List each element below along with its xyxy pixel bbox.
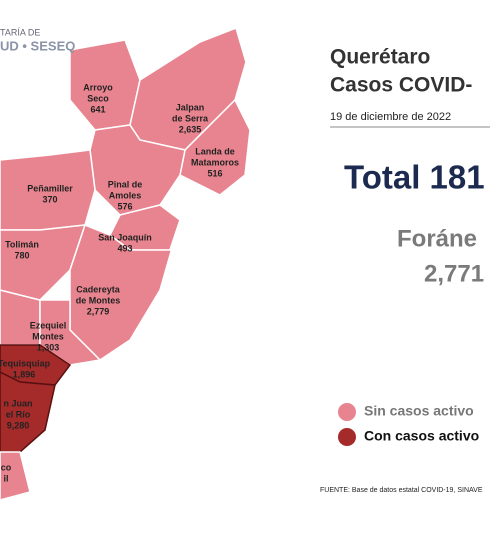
municipality-name: San Joaquín <box>98 232 152 242</box>
municipality-cases: 1,896 <box>13 369 36 379</box>
source: FUENTE: Base de datos estatal COVID-19, … <box>320 487 483 494</box>
total: Total 181 <box>344 159 485 196</box>
municipality-name: Tolimán <box>5 239 39 249</box>
municipality-name: il <box>3 473 8 483</box>
municipality-cases: 493 <box>117 243 132 253</box>
municipality-name: Peñamiller <box>27 183 73 193</box>
municipality-name: de Serra <box>172 113 209 123</box>
foraneos-value: 2,771 <box>424 260 484 287</box>
municipality-name: Tequisquiap <box>0 358 51 368</box>
municipality-name: Arroyo <box>83 82 113 92</box>
municipality-shape <box>69 219 181 361</box>
municipality-cases: 370 <box>42 194 57 204</box>
legend-label: Sin casos activo <box>364 403 474 419</box>
municipality-cases: 2,635 <box>179 124 202 134</box>
date: 19 de diciembre de 2022 <box>330 111 451 123</box>
foraneos-label: Foráne <box>397 225 477 252</box>
title: Querétaro <box>330 46 430 69</box>
municipality-cases: 1,303 <box>37 342 60 352</box>
municipality-name: Cadereyta <box>76 284 121 294</box>
municipality-shape <box>0 451 31 501</box>
municipality-cases: 576 <box>117 201 132 211</box>
municipality-name: Montes <box>32 331 64 341</box>
municipality-cases: 2,779 <box>87 306 110 316</box>
title: Casos COVID- <box>330 74 472 97</box>
municipality-cases: 516 <box>207 168 222 178</box>
municipality-name: Jalpan <box>176 102 205 112</box>
legend-swatch <box>338 428 356 446</box>
municipality-cases: 641 <box>90 104 105 114</box>
legend: Sin casos activo Con casos activo <box>338 403 479 446</box>
municipality-name: Ezequiel <box>30 320 67 330</box>
municipality-name: Seco <box>87 93 109 103</box>
legend-label: Con casos activo <box>364 428 479 444</box>
municipality-shape <box>179 98 251 196</box>
municipality-cases: 9,280 <box>7 420 30 430</box>
municipality-name: el Río <box>6 409 31 419</box>
legend-swatch <box>338 403 356 421</box>
municipality-name: Matamoros <box>191 157 239 167</box>
municipality-cases: 780 <box>14 250 29 260</box>
agency-line: TARÍA DE <box>0 27 40 37</box>
municipality-shape <box>0 371 56 453</box>
municipality-name: Amoles <box>109 190 142 200</box>
municipality-name: n Juan <box>3 398 32 408</box>
municipality-name: Pinal de <box>108 179 143 189</box>
municipality-name: de Montes <box>76 295 121 305</box>
municipality-name: Landa de <box>195 146 235 156</box>
municipality-name: co <box>1 462 12 472</box>
agency-line: UD • SESEQ <box>0 38 75 53</box>
